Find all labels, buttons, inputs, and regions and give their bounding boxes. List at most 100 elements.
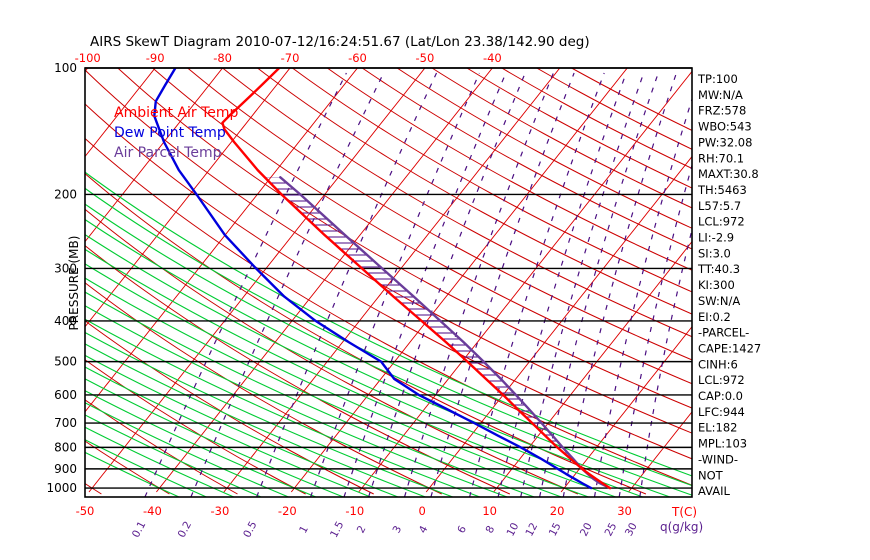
info-row-mpl: MPL:103 [698, 437, 747, 451]
moist-adiabat-line [85, 277, 562, 497]
info-row-pw: PW:32.08 [698, 135, 752, 149]
isotherm-line [290, 68, 628, 493]
pressure-tick-label: 800 [54, 440, 77, 454]
bottom-temp-tick-label: -30 [210, 504, 229, 518]
page-title: AIRS SkewT Diagram 2010-07-12/16:24:51.6… [90, 34, 590, 50]
top-temp-tick-label: -90 [146, 51, 165, 65]
dry-adiabat-line [187, 68, 692, 361]
top-temp-tick-label: -70 [281, 51, 300, 65]
pressure-tick-label: 400 [54, 314, 77, 328]
info-row-frz: FRZ:578 [698, 104, 746, 118]
isotherm-line [85, 68, 223, 243]
mixing-ratio-line [310, 72, 480, 497]
mixing-ratio-tick-label: 4 [417, 524, 431, 536]
isotherm-line [560, 325, 692, 493]
info-row-mw: MW:N/A [698, 88, 743, 102]
legend-ambient-air-temp: Ambient Air Temp [114, 105, 239, 121]
isotherm-line [85, 68, 358, 413]
ambient-air-temp-curve [221, 68, 612, 490]
dry-adiabat-line [501, 68, 692, 169]
legend-dew-point-temp: Dew Point Temp [114, 125, 226, 141]
data-curves [153, 68, 612, 490]
pressure-tick-label: 500 [54, 355, 77, 369]
mixing-ratio-axis: 0.1 0.2 0.5 1 1.5 2 3 4 6 8 10 12 15 20 25 30 [130, 519, 640, 539]
moist-adiabat-line [85, 263, 589, 497]
mixing-ratio-line [430, 72, 575, 497]
moist-adiabat-line [85, 378, 344, 497]
moist-adiabat-line [85, 343, 426, 497]
dry-adiabat-line [466, 68, 692, 189]
pressure-tick-label: 900 [54, 462, 77, 476]
info-row-ei: EI:0.2 [698, 310, 731, 324]
bottom-temp-tick-label: -40 [143, 504, 162, 518]
isotherm-line [85, 68, 291, 328]
top-temp-tick-label: -100 [75, 51, 101, 65]
info-row-maxt: MAXT:30.8 [698, 167, 759, 181]
dry-adiabat-line [536, 68, 692, 150]
dry-adiabat-line [222, 68, 692, 338]
mixing-ratio-line [497, 72, 627, 497]
pressure-tick-label: 200 [54, 187, 77, 201]
bottom-temp-tick-label: -50 [76, 504, 95, 518]
moist-adiabat-line [85, 203, 692, 496]
y-axis-label: PRESSURE (MB) [67, 236, 81, 331]
info-row-cap: CAP:0.0 [698, 389, 743, 403]
x-axis-mixing-unit: q(g/kg) [660, 520, 703, 534]
moist-adiabat-line [85, 331, 453, 497]
pressure-tick-label: 100 [54, 61, 77, 75]
top-temp-tick-label: -80 [213, 51, 232, 65]
top-temp-tick-label: -60 [348, 51, 367, 65]
mixing-ratio-tick-label: 12 [523, 521, 540, 538]
x-axis-temp-unit: T(C) [671, 505, 697, 519]
info-row-separator: AVAIL [698, 484, 731, 498]
dry-adiabat-line [327, 68, 692, 271]
plot-frame [84, 67, 693, 498]
info-row-cape: CAPE:1427 [698, 341, 761, 355]
legend: Ambient Air Temp Dew Point Temp Air Parc… [114, 105, 239, 161]
dry-adiabat-line [152, 68, 692, 385]
pressure-tick-label: 700 [54, 416, 77, 430]
dew-point-curve [153, 68, 593, 490]
info-row-lcl: LCL:972 [698, 373, 745, 387]
mixing-ratio-tick-label: 30 [623, 521, 640, 538]
legend-air-parcel-temp: Air Parcel Temp [114, 145, 222, 161]
moist-adiabat-line [85, 233, 643, 497]
info-row-si: SI:3.0 [698, 246, 731, 260]
bottom-temp-tick-label: -10 [345, 504, 364, 518]
info-row-l57: L57:5.7 [698, 199, 741, 213]
mixing-ratio-tick-label: 2 [355, 524, 369, 536]
mixing-ratio-line [343, 72, 507, 497]
moist-adiabat-line [85, 305, 508, 497]
info-row-sw: SW:N/A [698, 294, 740, 308]
info-row-lcl: LCL:972 [698, 215, 745, 229]
info-row-separator: -PARCEL- [698, 326, 749, 340]
moist-adiabat-line [85, 171, 692, 477]
bottom-temp-tick-label: 30 [617, 504, 632, 518]
dry-adiabat-line [257, 68, 692, 315]
dry-adiabat-line [431, 68, 692, 209]
moist-adiabat-line [85, 414, 262, 497]
moist-adiabat-line [85, 390, 317, 497]
bottom-temperature-axis: -50 -40 -30 -20 -10 0 10 20 30 [76, 504, 632, 518]
mixing-ratio-line [469, 72, 605, 497]
mixing-ratio-line [539, 72, 659, 497]
moist-adiabat-line [85, 248, 616, 497]
info-row-th: TH:5463 [697, 183, 747, 197]
dry-adiabat-line [396, 68, 692, 229]
mixing-ratio-tick-label: 8 [484, 524, 498, 536]
mixing-ratio-line [368, 72, 526, 497]
bottom-temp-tick-label: 20 [550, 504, 565, 518]
isotherm-line [358, 70, 692, 493]
moist-adiabat-line [85, 402, 289, 497]
bottom-temp-tick-label: 0 [419, 504, 426, 518]
info-row-li: LI:-2.9 [698, 231, 734, 245]
info-row-lfc: LFC:944 [698, 405, 745, 419]
moist-adiabat-line [85, 218, 671, 497]
info-row-tp: TP:100 [697, 72, 738, 86]
top-temp-tick-label: -50 [416, 51, 435, 65]
mixing-ratio-tick-label: 20 [578, 521, 595, 538]
moist-adiabat-line [85, 318, 481, 497]
